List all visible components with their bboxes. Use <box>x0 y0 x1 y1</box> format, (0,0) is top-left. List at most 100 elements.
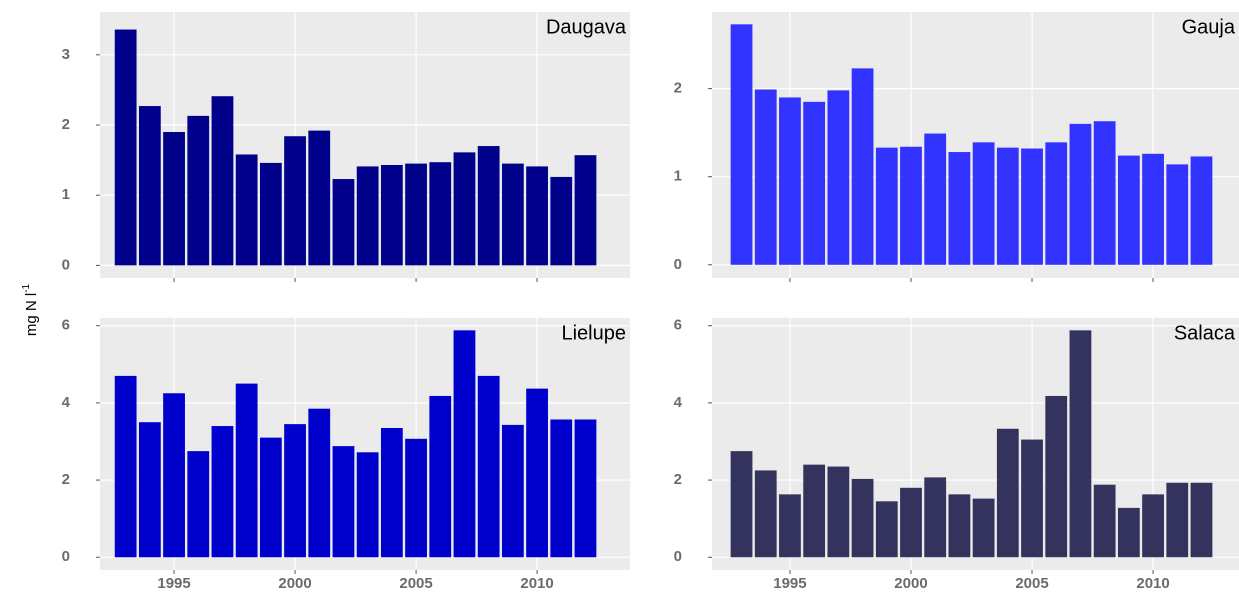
bar <box>114 29 137 266</box>
bar <box>211 426 234 558</box>
y-tick-label: 2 <box>62 116 70 133</box>
y-tick-label: 6 <box>674 317 682 334</box>
bar <box>380 427 403 558</box>
bar <box>900 146 922 265</box>
bar <box>380 165 403 266</box>
bar <box>477 146 500 266</box>
bar <box>501 424 524 558</box>
y-tick-label: 2 <box>62 471 70 488</box>
bar <box>211 96 234 266</box>
bar <box>405 163 427 266</box>
y-axis-label: mg N l-1 <box>21 283 40 336</box>
bar <box>259 437 282 558</box>
y-tick-label: 2 <box>674 80 682 97</box>
bar <box>996 147 1019 265</box>
bar <box>972 498 995 558</box>
bar <box>754 89 777 265</box>
y-tick-label: 4 <box>62 394 71 411</box>
bar <box>779 494 801 558</box>
bar <box>453 330 476 558</box>
x-tick-label: 2000 <box>894 575 927 592</box>
bar <box>827 466 850 558</box>
y-tick-label: 0 <box>62 256 70 273</box>
y-tick-label: 3 <box>62 46 70 63</box>
bar <box>996 428 1019 558</box>
x-tick-label: 2010 <box>520 575 553 592</box>
bar <box>1117 155 1140 265</box>
bar <box>779 97 801 265</box>
bar <box>851 68 874 265</box>
bar <box>187 115 210 266</box>
bar <box>1117 507 1140 558</box>
bar <box>163 132 185 266</box>
bar <box>1021 439 1043 558</box>
x-tick-label: 1995 <box>157 575 190 592</box>
bar <box>574 419 597 558</box>
panel-title: Daugava <box>546 16 627 38</box>
bar <box>1142 494 1164 558</box>
bar <box>1045 395 1068 558</box>
bar <box>948 494 971 558</box>
bar <box>526 166 548 266</box>
bar <box>1190 482 1213 558</box>
bar <box>138 106 161 266</box>
y-axis-label-superscript: -1 <box>21 283 32 292</box>
y-tick-label: 0 <box>674 256 682 273</box>
bar <box>308 130 331 266</box>
bar <box>501 163 524 266</box>
bar <box>187 451 210 558</box>
bar <box>972 142 995 265</box>
bar <box>405 438 427 558</box>
x-tick-label: 1995 <box>773 575 806 592</box>
x-tick-label: 2005 <box>399 575 432 592</box>
bar <box>163 393 185 558</box>
y-tick-label: 4 <box>674 394 683 411</box>
panel-title: Gauja <box>1182 16 1236 38</box>
bar <box>1142 153 1164 265</box>
bar <box>1021 148 1043 265</box>
bar <box>259 162 282 266</box>
bar <box>332 446 355 558</box>
bar <box>803 464 826 558</box>
bar <box>1166 482 1189 558</box>
bar <box>332 179 355 266</box>
y-axis-label-text: mg N l <box>23 293 40 336</box>
y-tick-label: 2 <box>674 471 682 488</box>
bar <box>803 101 826 265</box>
y-tick-label: 1 <box>62 186 70 203</box>
y-tick-label: 0 <box>62 548 70 565</box>
bar <box>730 24 753 265</box>
x-tick-label: 2005 <box>1015 575 1048 592</box>
bar <box>429 395 452 558</box>
bar <box>429 162 452 266</box>
bar <box>356 452 379 558</box>
bar <box>924 133 947 265</box>
bar <box>453 152 476 266</box>
bar <box>948 152 971 265</box>
bar <box>1069 330 1092 558</box>
bar <box>1093 121 1116 265</box>
panel-title: Salaca <box>1174 322 1236 344</box>
bar <box>851 478 874 558</box>
y-tick-label: 0 <box>674 548 682 565</box>
bar <box>827 90 850 265</box>
bar <box>235 154 258 266</box>
bar <box>875 501 898 558</box>
bar <box>138 422 161 558</box>
bar <box>235 383 258 558</box>
bar <box>526 388 548 558</box>
bar <box>477 375 500 558</box>
bar <box>900 487 922 558</box>
bar <box>574 155 597 266</box>
bar <box>356 166 379 266</box>
bar <box>924 477 947 558</box>
x-tick-label: 2000 <box>278 575 311 592</box>
bar <box>550 176 573 266</box>
bar <box>114 375 137 558</box>
bar <box>550 419 573 558</box>
y-tick-label: 1 <box>674 168 682 185</box>
bar <box>1190 156 1213 265</box>
bar <box>1166 164 1189 265</box>
y-tick-label: 6 <box>62 317 70 334</box>
